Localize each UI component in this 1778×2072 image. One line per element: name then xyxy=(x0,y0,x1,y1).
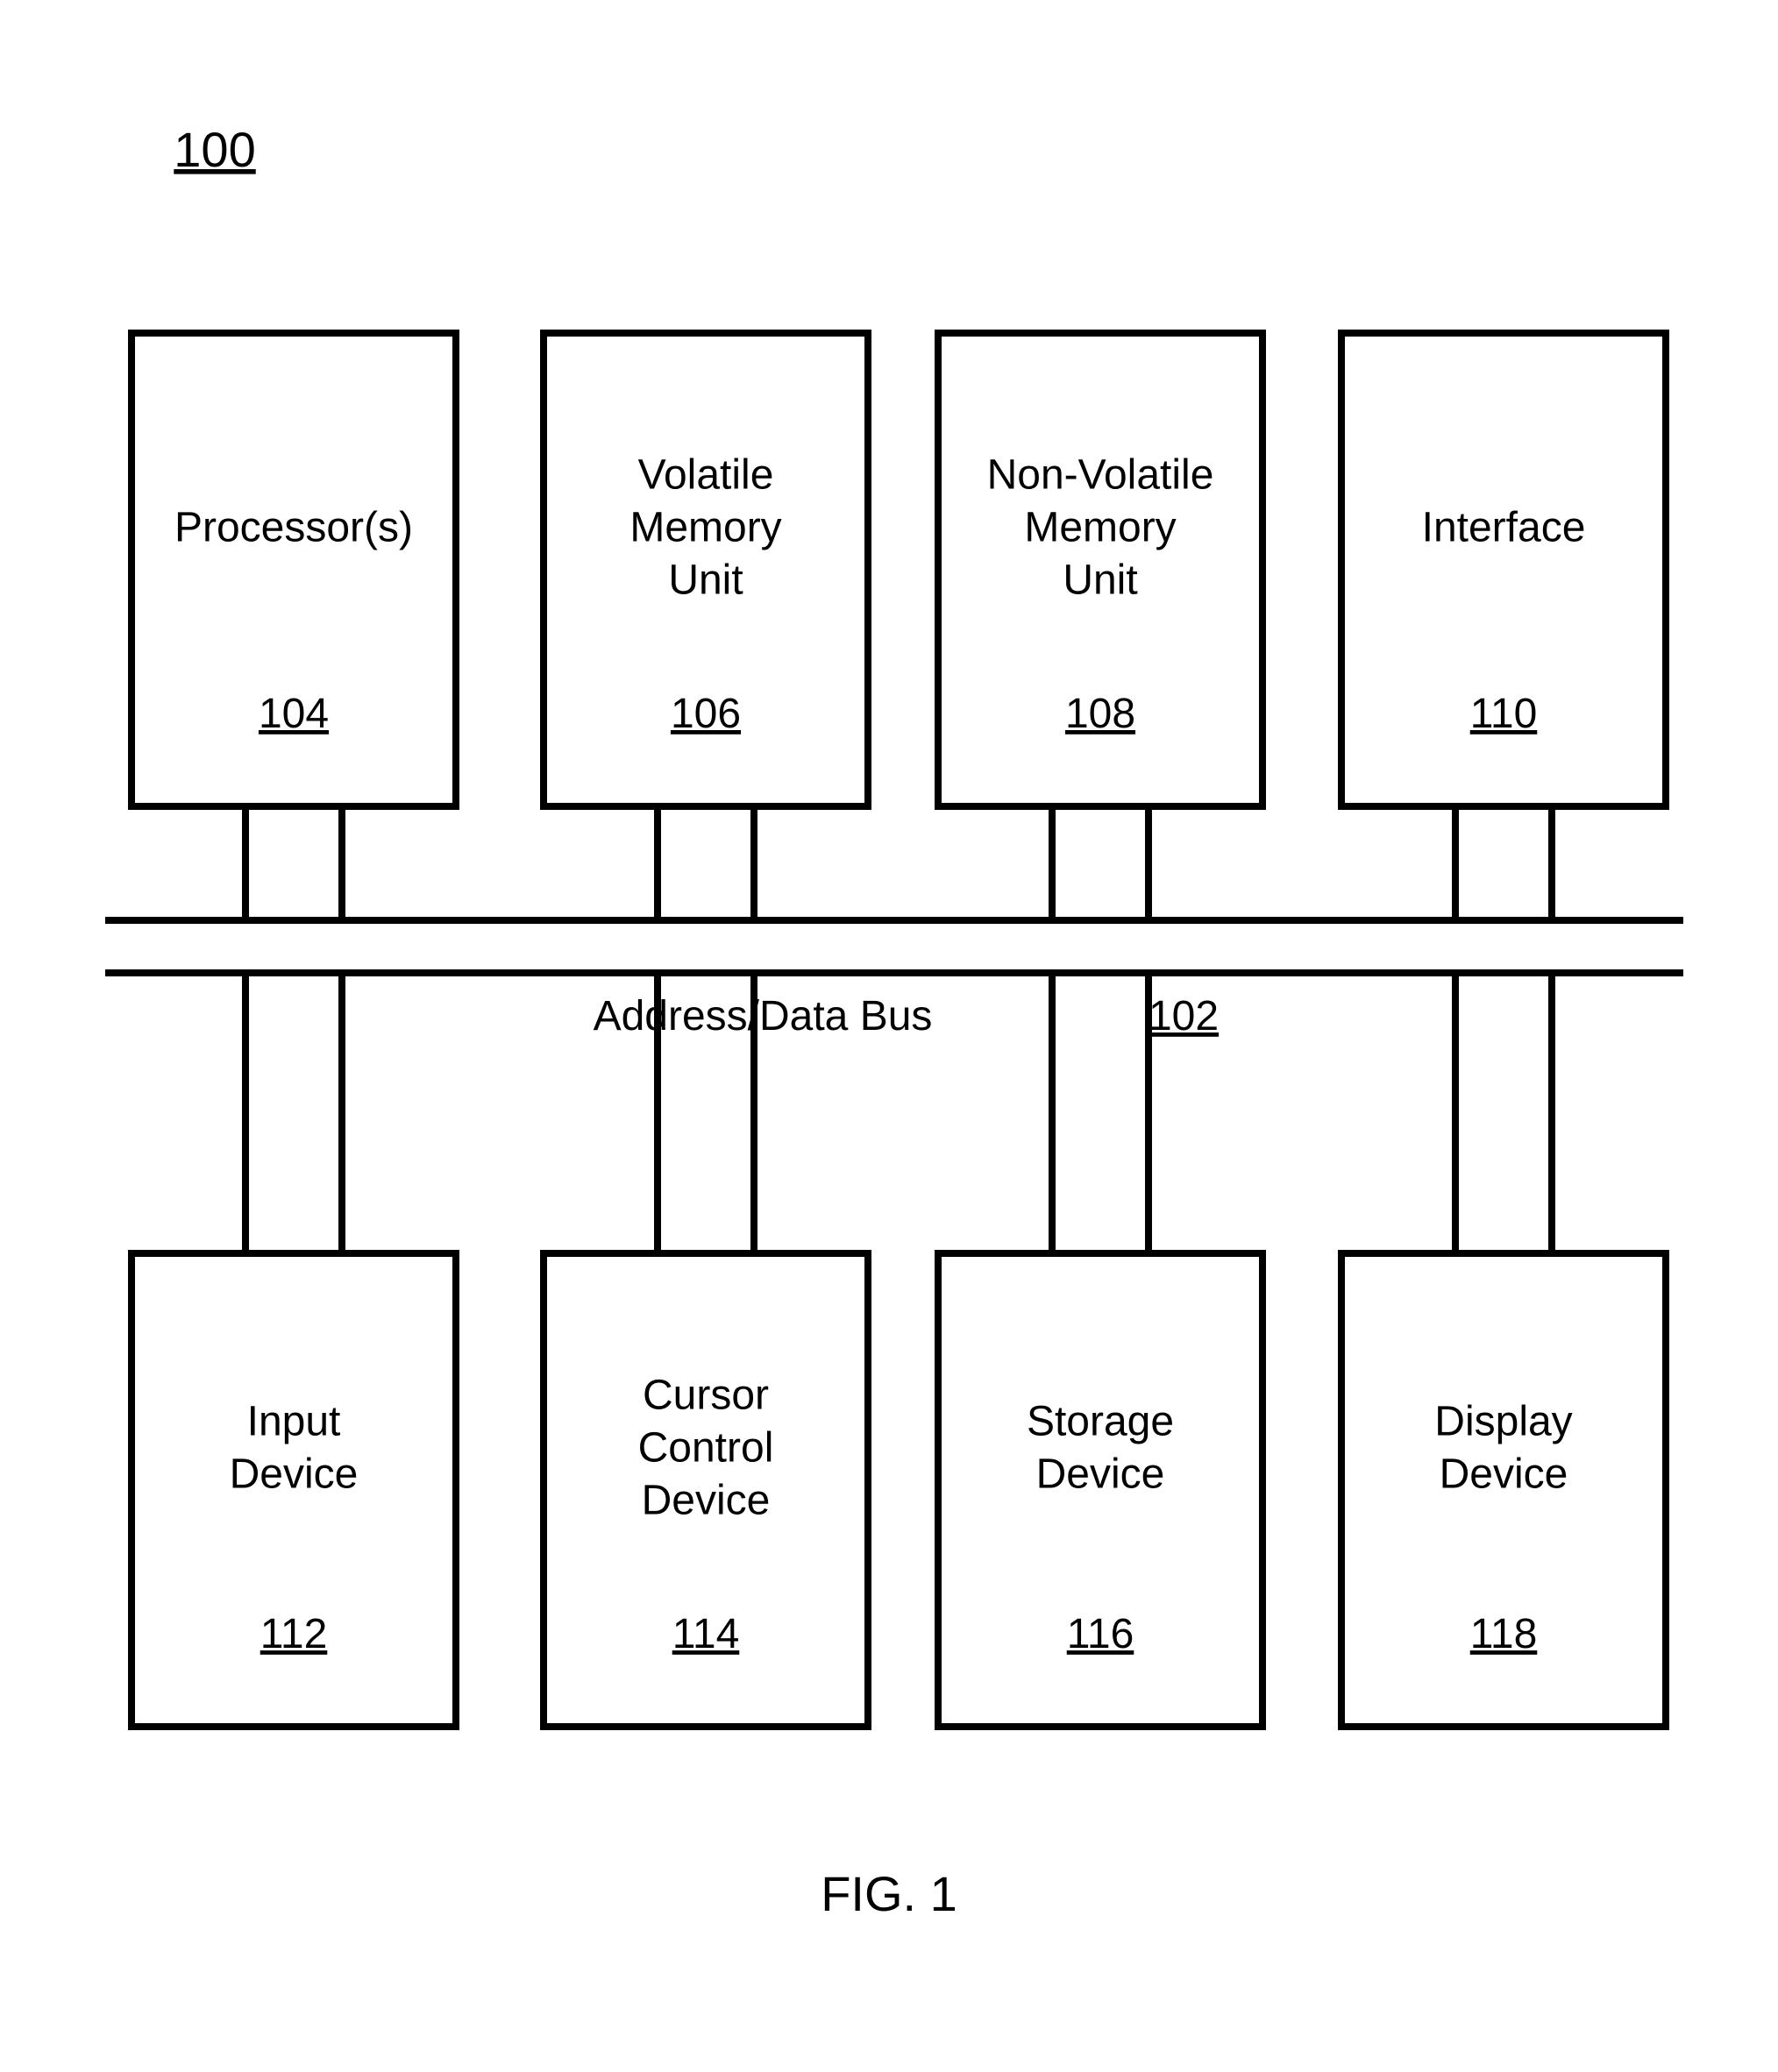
block-cursor-label-line-2: Device xyxy=(642,1478,771,1524)
block-display-label-line-1: Device xyxy=(1440,1451,1568,1498)
block-volatile-ref: 106 xyxy=(671,691,741,737)
block-display-label-line-0: Display xyxy=(1434,1399,1572,1445)
block-cursor-label-line-1: Control xyxy=(638,1425,774,1472)
block-nonvolatile-ref: 108 xyxy=(1065,691,1135,737)
block-processor-label-line-0: Processor(s) xyxy=(174,505,413,551)
figure-number: 100 xyxy=(174,122,255,177)
bus-label: Address/Data Bus xyxy=(594,993,933,1040)
bus-ref: 102 xyxy=(1149,993,1219,1040)
block-volatile-label-line-1: Memory xyxy=(629,505,781,551)
block-cursor-ref: 114 xyxy=(672,1611,740,1657)
block-storage-ref: 116 xyxy=(1067,1611,1134,1657)
block-input-ref: 112 xyxy=(260,1611,328,1657)
block-cursor-label-line-0: Cursor xyxy=(643,1373,769,1419)
block-interface-label-line-0: Interface xyxy=(1422,505,1586,551)
block-nonvolatile-label-line-1: Memory xyxy=(1024,505,1176,551)
block-nonvolatile-label-line-0: Non-Volatile xyxy=(987,452,1214,499)
block-interface-ref: 110 xyxy=(1470,691,1538,737)
block-input-label-line-0: Input xyxy=(247,1399,341,1445)
figure-label: FIG. 1 xyxy=(821,1866,957,1921)
block-nonvolatile-label-line-2: Unit xyxy=(1063,557,1137,604)
block-processor-ref: 104 xyxy=(259,691,329,737)
block-storage-label-line-0: Storage xyxy=(1027,1399,1174,1445)
block-volatile-label-line-0: Volatile xyxy=(638,452,774,499)
block-diagram: Address/Data Bus 102 Processor(s) 104 Volati… xyxy=(0,0,1778,2072)
block-storage-label-line-1: Device xyxy=(1036,1451,1165,1498)
block-volatile-label-line-2: Unit xyxy=(668,557,743,604)
block-input-label-line-1: Device xyxy=(230,1451,359,1498)
block-display-ref: 118 xyxy=(1470,1611,1538,1657)
